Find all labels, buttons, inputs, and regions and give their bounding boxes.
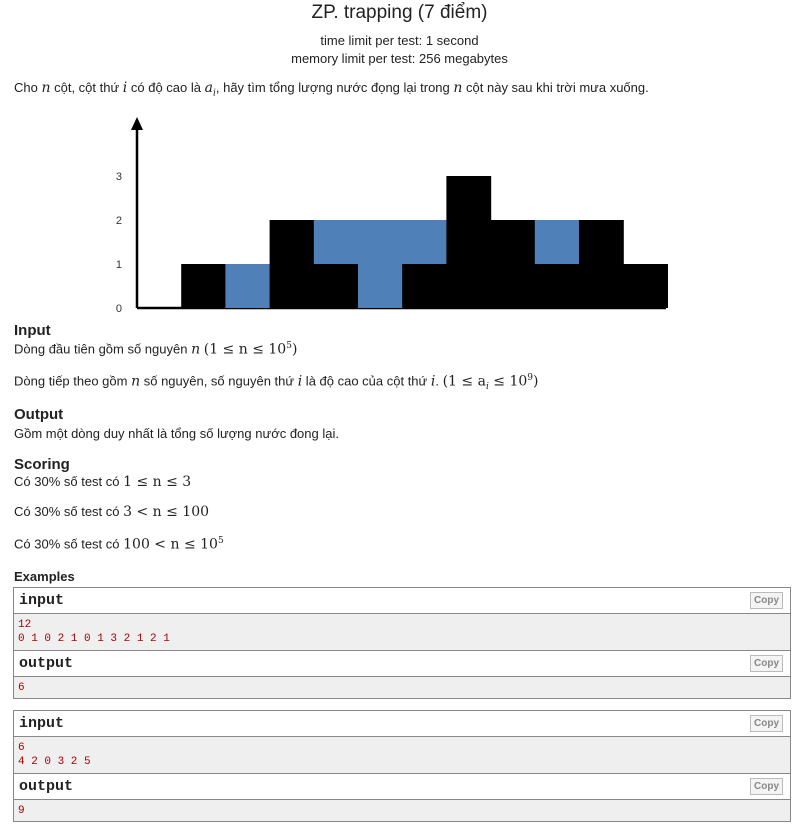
time-limit: time limit per test: 1 second: [320, 33, 479, 48]
output-text: Gồm một dòng duy nhất là tổng số lượng n…: [14, 426, 339, 441]
input-heading: Input: [14, 322, 51, 339]
input-label: input: [19, 715, 65, 732]
example-output-header: output Copy: [14, 774, 790, 800]
column-bar: [181, 264, 226, 308]
column-bar: [269, 220, 315, 308]
example-output-body[interactable]: 6: [14, 677, 790, 698]
input-line-2: Dòng tiếp theo gồm n số nguyên, số nguyê…: [14, 373, 539, 392]
output-label: output: [19, 655, 74, 672]
example-output-header: output Copy: [14, 651, 790, 677]
water-fill: [225, 264, 271, 308]
input-label: input: [19, 592, 65, 609]
column-bar: [623, 264, 668, 308]
copy-button[interactable]: Copy: [750, 715, 783, 732]
example-2: input Copy 6 4 2 0 3 2 5 output Copy 9: [13, 710, 791, 822]
column-bar: [490, 220, 536, 308]
column-bar: [313, 264, 359, 308]
y-tick-label: 1: [116, 259, 122, 271]
scoring-item: Có 30% số test có 100 < n ≤ 105: [14, 536, 224, 553]
column-bar: [402, 264, 447, 308]
water-fill: [313, 220, 359, 264]
water-fill: [402, 220, 447, 264]
examples-heading: Examples: [14, 569, 75, 584]
example-input-body[interactable]: 12 0 1 0 2 1 0 1 3 2 1 2 1: [14, 614, 790, 651]
statement-paragraph: Cho n cột, cột thứ i có độ cao là ai, hã…: [14, 80, 649, 99]
example-1: input Copy 12 0 1 0 2 1 0 1 3 2 1 2 1 ou…: [13, 587, 791, 699]
water-fill: [534, 220, 580, 264]
scoring-item: Có 30% số test có 3 < n ≤ 100: [14, 504, 210, 520]
output-label: output: [19, 778, 74, 795]
input-line-1: Dòng đầu tiên gồm số nguyên n (1 ≤ n ≤ 1…: [14, 341, 298, 358]
memory-limit: memory limit per test: 256 megabytes: [291, 51, 508, 66]
copy-button[interactable]: Copy: [750, 778, 783, 795]
y-tick-label: 2: [116, 215, 122, 227]
trapping-figure: 0 1 2 3: [116, 117, 668, 315]
column-bar: [579, 220, 624, 308]
water-fill: [358, 220, 403, 308]
column-bar: [446, 176, 492, 308]
column-bar: [534, 264, 580, 308]
example-input-header: input Copy: [14, 711, 790, 737]
scoring-heading: Scoring: [14, 456, 70, 473]
y-axis-arrow-icon: [131, 117, 143, 130]
problem-title: ZP. trapping (7 điểm): [311, 2, 488, 23]
output-heading: Output: [14, 406, 64, 423]
example-input-body[interactable]: 6 4 2 0 3 2 5: [14, 737, 790, 774]
copy-button[interactable]: Copy: [750, 655, 783, 672]
scoring-item: Có 30% số test có 1 ≤ n ≤ 3: [14, 474, 192, 490]
y-tick-label: 3: [116, 171, 122, 183]
example-output-body[interactable]: 9: [14, 800, 790, 821]
y-tick-label: 0: [116, 303, 122, 315]
example-input-header: input Copy: [14, 588, 790, 614]
copy-button[interactable]: Copy: [750, 592, 783, 609]
